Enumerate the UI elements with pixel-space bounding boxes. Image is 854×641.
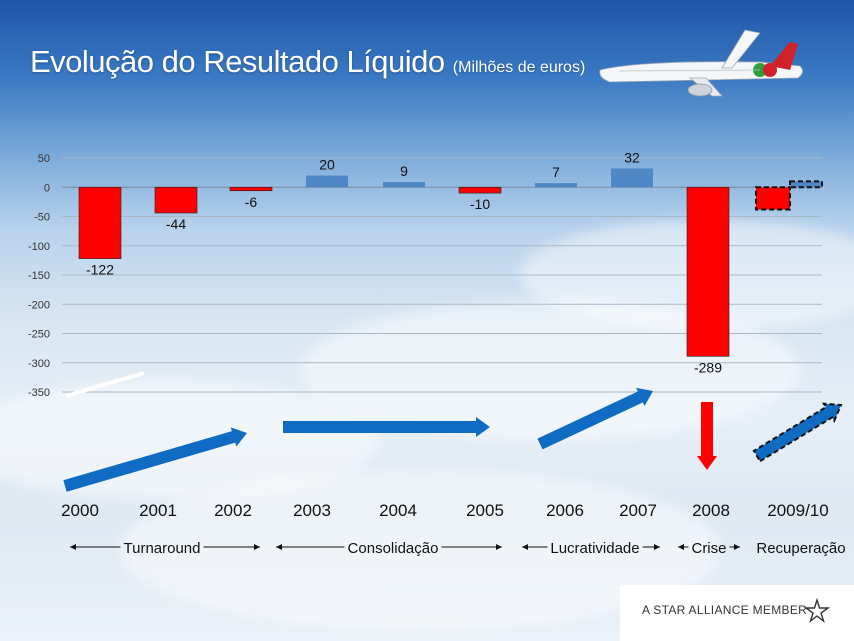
- bar-2000: [78, 186, 122, 259]
- data-label: 9: [400, 163, 408, 179]
- phase-label: Consolidação: [348, 540, 439, 557]
- star-alliance-logo-icon: [804, 598, 830, 623]
- bar-2003: [306, 175, 348, 188]
- trend-arrows: [63, 371, 843, 492]
- title-unit: (Milhões de euros): [452, 59, 586, 76]
- airplane-image: [599, 29, 803, 97]
- data-label: 20: [319, 157, 335, 173]
- arrow-recuperacao: [752, 402, 843, 463]
- y-tick-label: -100: [28, 241, 50, 253]
- phase-arrowhead: [522, 544, 528, 550]
- phase-arrowhead: [654, 544, 660, 550]
- title-text: Evolução do Resultado Líquido: [30, 44, 445, 79]
- y-tick-label: 50: [38, 153, 50, 165]
- x-label: 2004: [379, 501, 417, 520]
- data-label: 7: [552, 164, 560, 180]
- footer-text: A STAR ALLIANCE MEMBER: [642, 603, 808, 617]
- bar-2007: [611, 168, 653, 188]
- x-axis-labels: 2000 2001 2002 2003 2004 2005 2006 2007 2008 2009…: [61, 501, 829, 520]
- bar-2004: [383, 181, 425, 188]
- x-label: 2000: [61, 501, 99, 520]
- data-label: -10: [470, 196, 490, 212]
- bar-2006: [535, 183, 577, 188]
- phase-arrowhead: [70, 544, 76, 550]
- data-label: -289: [694, 359, 722, 375]
- data-label: -6: [245, 194, 258, 210]
- slide-title: Evolução do Resultado Líquido (Milhões d…: [30, 44, 585, 80]
- footer-banner: A STAR ALLIANCE MEMBER: [620, 585, 854, 641]
- y-tick-label: -50: [34, 212, 50, 224]
- y-axis-ticks: 50 0 -50 -100 -150 -200 -250 -300 -350: [28, 153, 50, 399]
- x-label: 2007: [619, 501, 657, 520]
- bar-projection-positive: [789, 180, 823, 189]
- data-label: 32: [624, 150, 640, 166]
- bar-series: [78, 168, 823, 357]
- x-label: 2006: [546, 501, 584, 520]
- x-label: 2005: [466, 501, 504, 520]
- x-label: 2003: [293, 501, 331, 520]
- y-tick-label: -150: [28, 270, 50, 282]
- y-tick-label: -250: [28, 329, 50, 341]
- phase-arrowhead: [254, 544, 260, 550]
- y-tick-label: -300: [28, 358, 50, 370]
- phase-timeline: Turnaround Consolidação Lucratividade Crise…: [70, 540, 846, 557]
- y-tick-label: -200: [28, 299, 50, 311]
- bar-projection-negative: [755, 186, 791, 211]
- white-stroke: [65, 371, 145, 398]
- bar-2008: [686, 186, 730, 357]
- phase-label: Crise: [691, 540, 726, 557]
- x-label: 2009/10: [767, 501, 828, 520]
- phase-arrowhead: [678, 544, 684, 550]
- phase-label: Turnaround: [124, 540, 201, 557]
- y-tick-label: 0: [44, 182, 50, 194]
- bar-2001: [154, 186, 198, 214]
- phase-label: Recuperação: [756, 540, 845, 557]
- data-label: -44: [166, 216, 186, 232]
- data-labels: -122 -44 -6 20 9 -10 7 32 -289: [86, 150, 722, 376]
- phase-arrowhead: [496, 544, 502, 550]
- data-label: -122: [86, 262, 114, 278]
- x-label: 2001: [139, 501, 177, 520]
- arrow-crise: [697, 402, 717, 470]
- x-label: 2002: [214, 501, 252, 520]
- x-label: 2008: [692, 501, 730, 520]
- phase-arrowhead: [734, 544, 740, 550]
- phase-label: Lucratividade: [550, 540, 639, 557]
- arrow-turnaround: [63, 427, 247, 492]
- bar-2002: [229, 186, 273, 192]
- phase-arrowhead: [276, 544, 282, 550]
- arrow-lucratividade: [537, 387, 653, 450]
- bar-2005: [458, 186, 502, 194]
- y-tick-label: -350: [28, 387, 50, 399]
- arrow-consolidacao: [283, 417, 490, 437]
